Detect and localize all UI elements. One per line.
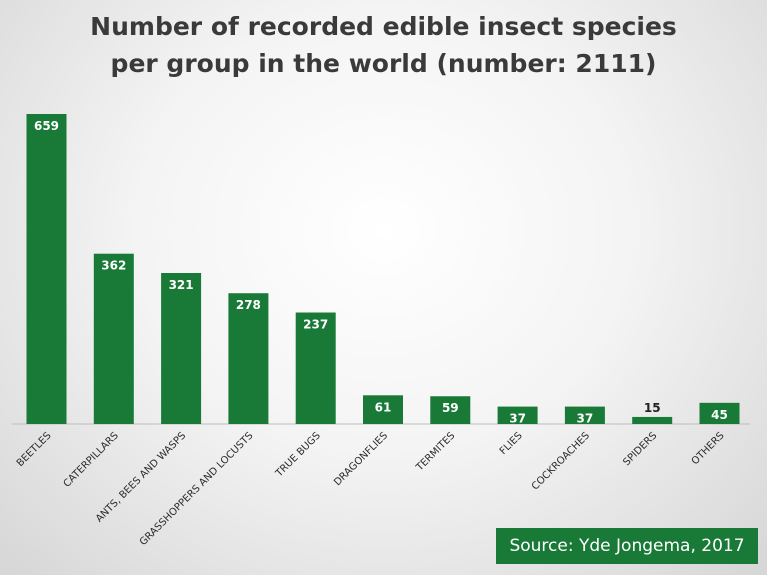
- value-labels-group: 659 362 321 278 237 61 59 37 37 15 45: [34, 119, 728, 426]
- value-label-grasshoppers-and-locusts: 278: [236, 298, 261, 312]
- value-label-flies: 37: [509, 412, 526, 426]
- value-label-dragonflies: 61: [375, 400, 392, 414]
- bar-spiders: [632, 416, 673, 424]
- category-label-others: OTHERS: [690, 430, 727, 467]
- bar-cockroaches: [564, 406, 605, 424]
- bar-flies: [497, 406, 538, 424]
- source-box: Source: Yde Jongema, 2017: [496, 528, 758, 564]
- category-label-flies: FLIES: [498, 430, 525, 457]
- category-label-spiders: SPIDERS: [621, 430, 659, 468]
- category-label-termites: TERMITES: [414, 430, 458, 474]
- value-label-spiders: 15: [644, 401, 661, 415]
- chart-title-line-1: Number of recorded edible insect species: [90, 12, 677, 41]
- category-label-caterpillars: CATERPILLARS: [62, 430, 121, 489]
- value-label-ants-bees-and-wasps: 321: [169, 278, 194, 292]
- value-label-caterpillars: 362: [101, 259, 126, 273]
- bar-beetles: [26, 114, 67, 424]
- value-label-termites: 59: [442, 401, 459, 415]
- category-label-beetles: BEETLES: [15, 430, 54, 469]
- category-label-cockroaches: COCKROACHES: [530, 430, 592, 492]
- bar-others: [699, 402, 740, 424]
- chart-title: Number of recorded edible insect species…: [0, 8, 767, 82]
- category-label-true-bugs: TRUE BUGS: [273, 430, 323, 480]
- category-label-grasshoppers-and-locusts: GRASSHOPPERS AND LOCUSTS: [138, 430, 256, 548]
- category-label-dragonflies: DRAGONFLIES: [332, 430, 390, 488]
- chart-title-line-2: per group in the world (number: 2111): [110, 49, 657, 78]
- bar-dragonflies: [363, 395, 403, 424]
- bar-ants-bees-and-wasps: [161, 272, 202, 424]
- bar-true-bugs: [295, 312, 336, 424]
- value-label-cockroaches: 37: [577, 412, 594, 426]
- bar-termites: [430, 396, 471, 424]
- value-label-true-bugs: 237: [303, 318, 328, 332]
- value-label-beetles: 659: [34, 119, 59, 133]
- bar-caterpillars: [93, 253, 134, 424]
- bar-grasshoppers-and-locusts: [228, 293, 269, 424]
- bars-group: [26, 114, 740, 424]
- value-label-others: 45: [711, 408, 728, 422]
